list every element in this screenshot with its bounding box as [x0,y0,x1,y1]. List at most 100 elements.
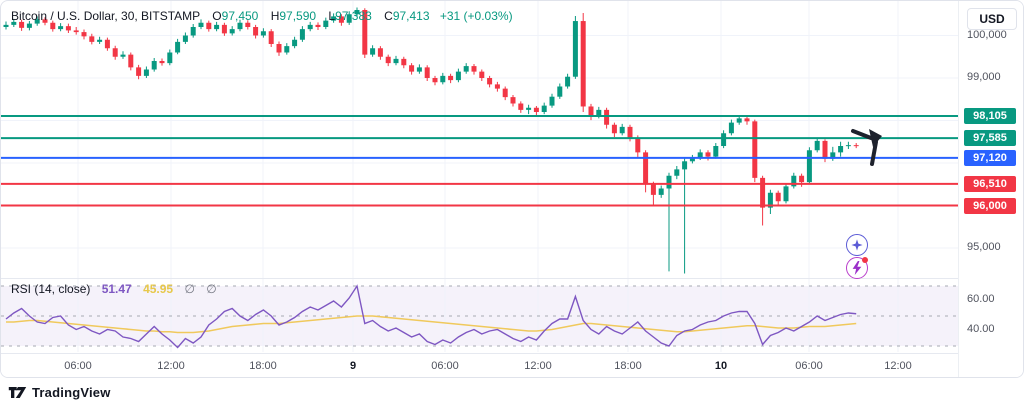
candle-body [346,14,352,23]
candle-body [822,140,828,159]
tradingview-attribution[interactable]: TradingView [8,384,111,401]
open-label: O [212,9,222,23]
candle-body [541,105,547,112]
rsi-title: RSI (14, close) [11,282,91,296]
notification-dot [862,257,868,263]
candle-body [385,56,391,64]
candle-body [128,54,134,68]
price-axis-tick: 99,000 [967,71,1001,83]
candle-body [806,150,812,183]
time-axis-tick: 9 [349,360,357,372]
sparkle-icon [851,239,863,251]
candle-body [432,78,438,83]
candlestick-canvas[interactable] [1,1,958,278]
candle-body [354,10,360,15]
candle-body [565,76,571,87]
rsi-canvas[interactable] [1,279,958,352]
candle-body [401,58,407,66]
rsi-ma-line [6,315,857,334]
candle-body [853,145,859,147]
candle-body [323,20,329,27]
candle-body [11,21,17,25]
tradingview-chart-widget: Bitcoin / U.S. Dollar, 30, BITSTAMP O 97,… [0,0,1024,378]
candle-body [50,22,56,30]
candle-body [830,152,836,159]
candle-body [19,21,25,28]
candle-body [136,67,142,76]
candle-body [104,39,110,49]
candle-body [619,126,625,134]
change-value: +31 (+0.03%) [439,9,513,23]
candle-body [167,52,173,64]
candle-body [284,46,290,53]
candle-body [635,137,641,153]
candle-body [260,31,266,36]
level-price-label[interactable]: 97,120 [964,149,1016,166]
candle-body [440,75,446,83]
candle-body [760,177,766,208]
candle-body [338,16,344,23]
candle-body [416,67,422,72]
time-axis-tick: 06:00 [64,360,92,372]
candle-body [721,133,727,146]
candle-body [510,97,516,104]
price-axis-tick: 95,000 [967,241,1001,253]
level-price-label[interactable]: 96,000 [964,197,1016,214]
level-price-label[interactable]: 96,510 [964,175,1016,192]
candle-body [611,124,617,134]
candle-body [253,27,259,36]
rsi-ma-value: 45.95 [143,282,174,296]
candle-body [580,21,586,107]
drawn-arrow-annotation[interactable] [841,121,893,173]
boost-lightning-button[interactable] [846,257,868,279]
symbol-title: Bitcoin / U.S. Dollar, 30, BITSTAMP [11,9,200,23]
time-axis-tick: 06:00 [795,360,823,372]
level-price-label[interactable]: 97,585 [964,130,1016,147]
candle-body [409,65,415,72]
candle-body [424,67,430,78]
high-value: 97,590 [279,9,317,23]
rsi-legend: RSI (14, close) 51.47 45.95 ∅ ∅ [11,282,217,296]
candle-body [689,157,695,162]
time-axis-tick: 10 [714,360,728,372]
candle-body [331,16,337,21]
candle-body [455,71,461,81]
candle-body [666,175,672,189]
candle-body [471,66,477,72]
candle-body [479,71,485,78]
candle-body [728,122,734,134]
rsi-pane[interactable]: RSI (14, close) 51.47 45.95 ∅ ∅ [1,278,958,353]
tradingview-logo-icon [8,386,27,398]
candle-body [588,106,594,117]
low-value: 97,383 [335,9,372,23]
candle-body [518,103,524,110]
candle-body [596,109,602,117]
candle-body [73,30,79,33]
candle-body [393,58,399,64]
candle-body [214,24,220,30]
price-axis[interactable]: USD 100,000 99,000 95,000 98,105 97,585 97,12… [958,1,1023,377]
ai-sparkle-button[interactable] [846,234,868,256]
usd-currency-button[interactable]: USD [967,8,1017,30]
time-axis-tick: 18:00 [614,360,642,372]
level-price-label[interactable]: 98,105 [964,108,1016,125]
candle-body [627,126,633,138]
candle-body [237,22,243,30]
time-axis[interactable]: 06:00 12:00 18:00 9 06:00 12:00 18:00 10 06:00 12… [1,353,958,377]
candle-body [299,29,305,40]
candle-body [190,27,196,36]
candle-body [112,48,118,57]
candle-body [3,24,9,27]
candle-body [58,26,64,30]
candle-body [370,48,376,55]
rsi-line [5,284,857,349]
time-axis-tick: 12:00 [884,360,912,372]
tradingview-logo-text: TradingView [32,384,111,400]
time-axis-tick: 06:00 [431,360,459,372]
candle-body [682,161,688,170]
low-label: L [328,9,336,23]
candle-body [362,10,368,55]
price-pane[interactable]: Bitcoin / U.S. Dollar, 30, BITSTAMP O 97,… [1,1,958,279]
candle-body [744,118,750,122]
candle-body [143,69,149,76]
